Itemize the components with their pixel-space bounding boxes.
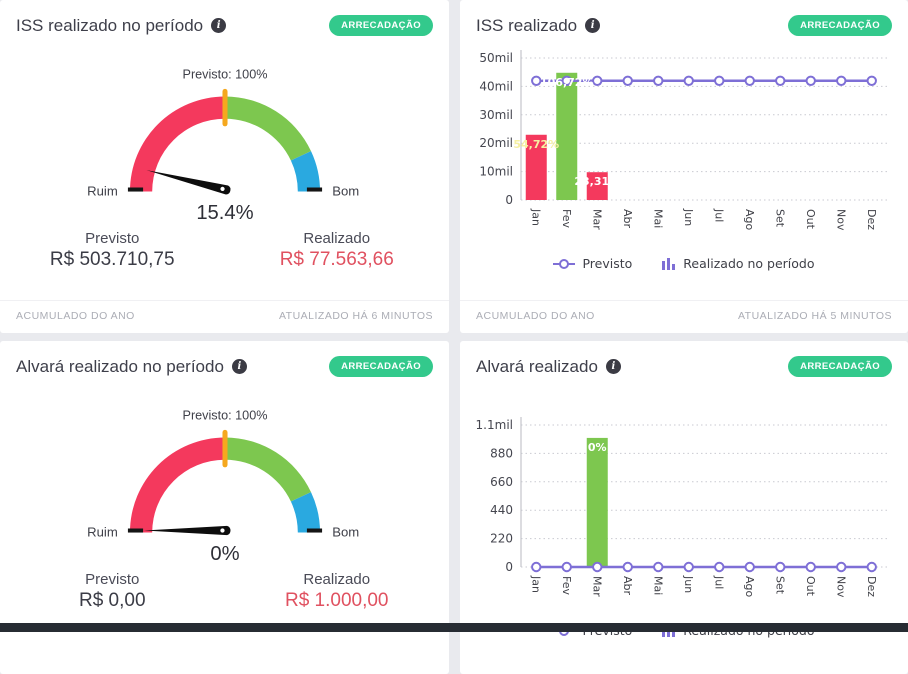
- bottom-dark-bar: [0, 623, 908, 632]
- svg-text:Jan: Jan: [529, 208, 542, 226]
- panel-header: ISS realizado i ARRECADAÇÃO: [460, 0, 908, 40]
- svg-text:10mil: 10mil: [479, 165, 513, 179]
- svg-text:23,31%: 23,31%: [574, 175, 620, 188]
- gauge-previsto-label: Previsto: 100%: [182, 67, 267, 81]
- svg-text:880: 880: [490, 446, 513, 460]
- svg-text:Nov: Nov: [834, 576, 847, 598]
- footer-updated: ATUALIZADO HÁ 6 MINUTOS: [278, 310, 433, 322]
- svg-text:Out: Out: [804, 209, 817, 230]
- category-badge: ARRECADAÇÃO: [329, 356, 433, 377]
- previsto-label: Previsto: [85, 571, 140, 588]
- realizado-value: R$ 77.563,66: [279, 249, 394, 270]
- panel-alvara-periodo: Alvará realizado no período i ARRECADAÇÃ…: [0, 341, 449, 674]
- svg-text:Jul: Jul: [712, 575, 725, 589]
- svg-text:40mil: 40mil: [479, 79, 513, 93]
- svg-text:Nov: Nov: [834, 209, 847, 231]
- svg-text:54,72%: 54,72%: [513, 138, 559, 151]
- bar-chart-icon: [662, 258, 676, 270]
- gauge-right-label: Bom: [332, 184, 359, 199]
- line-marker-icon: [553, 258, 576, 269]
- panel-alvara-mensal: Alvará realizado i ARRECADAÇÃO 0 220 440 66…: [460, 341, 908, 674]
- svg-text:Fev: Fev: [560, 576, 573, 595]
- svg-text:0%: 0%: [588, 441, 607, 454]
- svg-text:0: 0: [505, 560, 513, 574]
- svg-text:440: 440: [490, 503, 513, 517]
- panel-footer: ACUMULADO DO ANO ATUALIZADO HÁ 6 MINUTOS: [0, 300, 449, 333]
- svg-text:Mai: Mai: [651, 209, 664, 228]
- page-title: Alvará realizado no período: [16, 356, 224, 376]
- svg-text:0: 0: [505, 193, 513, 207]
- svg-text:Abr: Abr: [621, 209, 634, 229]
- gauge-left-label: Ruim: [87, 525, 118, 540]
- svg-text:Mar: Mar: [590, 209, 603, 230]
- realizado-label: Realizado: [303, 230, 371, 247]
- iss-bar-chart: 0 10mil 20mil 30mil 40mil 50mil 54,72% 106,72% 2…: [479, 50, 887, 231]
- info-icon[interactable]: i: [231, 359, 247, 374]
- panel-header: Alvará realizado i ARRECADAÇÃO: [460, 341, 908, 381]
- gauge-stats: Previsto R$ 503.710,75 Realizado R$ 77.5…: [0, 230, 449, 271]
- category-badge: ARRECADAÇÃO: [788, 15, 892, 36]
- svg-text:Mai: Mai: [651, 576, 664, 595]
- chart-body: 0 10mil 20mil 30mil 40mil 50mil 54,72% 106,72% 2…: [460, 40, 908, 300]
- alvara-gauge-chart: Previsto: 100% Ruim Bom 0%: [87, 408, 359, 565]
- svg-text:Set: Set: [773, 576, 786, 595]
- svg-text:106,72%: 106,72%: [540, 76, 593, 89]
- footer-accumulated: ACUMULADO DO ANO: [476, 310, 595, 322]
- footer-accumulated: ACUMULADO DO ANO: [16, 310, 135, 322]
- panel-header: Alvará realizado no período i ARRECADAÇÃ…: [0, 341, 449, 381]
- gauge-value-label: 15.4%: [196, 202, 253, 224]
- svg-text:Jan: Jan: [529, 575, 542, 593]
- svg-text:Jun: Jun: [682, 575, 695, 593]
- gauge-body: Previsto: 100% Ruim Bom 15.4% Previsto R…: [0, 40, 449, 300]
- svg-text:660: 660: [490, 475, 513, 489]
- info-icon[interactable]: i: [211, 18, 227, 33]
- svg-text:Fev: Fev: [560, 209, 573, 228]
- panel-header: ISS realizado no período i ARRECADAÇÃO: [0, 0, 449, 40]
- previsto-value: R$ 503.710,75: [49, 249, 175, 270]
- svg-text:20mil: 20mil: [479, 136, 513, 150]
- info-icon[interactable]: i: [585, 18, 601, 33]
- gauge-body: Previsto: 100% Ruim Bom 0% Previsto R$ 0…: [0, 381, 449, 674]
- panel-iss-mensal: ISS realizado i ARRECADAÇÃO 0 10mil 20mil 3…: [460, 0, 908, 333]
- svg-text:Dez: Dez: [865, 209, 878, 230]
- svg-text:Jun: Jun: [682, 208, 695, 226]
- svg-text:Ago: Ago: [743, 576, 756, 598]
- svg-text:Dez: Dez: [865, 576, 878, 597]
- previsto-label: Previsto: [85, 230, 140, 247]
- realizado-label: Realizado: [303, 571, 371, 588]
- svg-text:30mil: 30mil: [479, 108, 513, 122]
- category-badge: ARRECADAÇÃO: [788, 356, 892, 377]
- panel-iss-periodo: ISS realizado no período i ARRECADAÇÃO P…: [0, 0, 449, 333]
- previsto-value: R$ 0,00: [78, 590, 146, 611]
- svg-text:Ago: Ago: [743, 209, 756, 231]
- svg-text:Jul: Jul: [712, 208, 725, 222]
- svg-text:1.1mil: 1.1mil: [476, 418, 513, 432]
- info-icon[interactable]: i: [605, 359, 621, 374]
- chart-legend: Previsto Realizado no período: [553, 254, 815, 281]
- svg-text:50mil: 50mil: [479, 51, 513, 65]
- legend-item-realizado[interactable]: Realizado no período: [662, 256, 815, 271]
- svg-text:220: 220: [490, 532, 513, 546]
- svg-text:Out: Out: [804, 576, 817, 597]
- iss-gauge-chart: Previsto: 100% Ruim Bom 15.4%: [87, 67, 359, 224]
- legend-item-previsto[interactable]: Previsto: [553, 256, 632, 271]
- page-title: ISS realizado: [476, 15, 578, 35]
- svg-text:Mar: Mar: [590, 576, 603, 597]
- gauge-previsto-label: Previsto: 100%: [182, 408, 267, 422]
- footer-updated: ATUALIZADO HÁ 5 MINUTOS: [737, 310, 892, 322]
- gauge-value-label: 0%: [210, 543, 239, 565]
- realizado-value: R$ 1.000,00: [284, 590, 389, 611]
- page-title: Alvará realizado: [476, 356, 598, 376]
- panel-footer: ACUMULADO DO ANO ATUALIZADO HÁ 5 MINUTOS: [460, 300, 908, 333]
- svg-text:Set: Set: [773, 209, 786, 228]
- gauge-right-label: Bom: [332, 525, 359, 540]
- page-title: ISS realizado no período: [16, 15, 204, 35]
- alvara-bar-chart: 0 220 440 660 880 1.1mil 0% Jan Fev Mar Abr Mai Jun J…: [476, 417, 887, 598]
- gauge-stats: Previsto R$ 0,00 Realizado R$ 1.000,00: [0, 571, 449, 612]
- svg-text:Abr: Abr: [621, 576, 634, 596]
- gauge-left-label: Ruim: [87, 184, 118, 199]
- category-badge: ARRECADAÇÃO: [329, 15, 433, 36]
